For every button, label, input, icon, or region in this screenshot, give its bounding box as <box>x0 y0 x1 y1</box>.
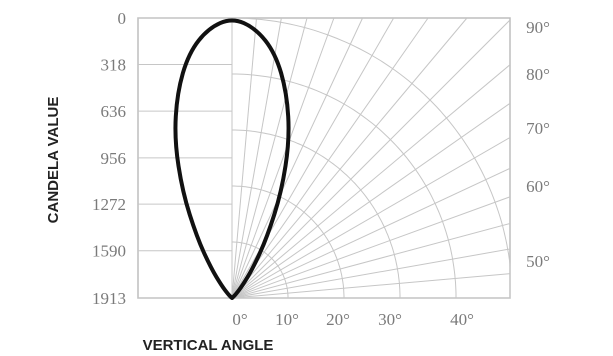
y-tick-label: 0 <box>118 9 127 28</box>
grid-layer <box>138 17 511 299</box>
angle-spoke <box>231 19 511 299</box>
x-axis-title: VERTICAL ANGLE <box>143 337 274 354</box>
right-angle-label: 80° <box>526 65 550 84</box>
bottom-angle-label: 40° <box>450 310 474 329</box>
right-angle-label: 60° <box>526 177 550 196</box>
label-layer: 0 318 636 956 1272 1590 1913 0° 10° 20° 30° 40° 90° 8… <box>92 9 550 329</box>
angle-spoke <box>231 17 335 299</box>
angle-spoke <box>231 17 429 299</box>
angle-spoke <box>231 17 282 299</box>
angle-spoke <box>231 167 511 299</box>
angle-spoke <box>231 137 511 299</box>
right-angle-label: 70° <box>526 119 550 138</box>
angle-spoke <box>231 17 364 299</box>
angle-spoke <box>231 17 308 299</box>
right-angle-label: 50° <box>526 252 550 271</box>
bottom-angle-label: 20° <box>326 310 350 329</box>
angle-spoke <box>231 64 511 299</box>
angle-spoke <box>231 223 511 299</box>
angle-spoke <box>231 17 468 299</box>
curve-layer <box>173 18 291 300</box>
angle-spoke <box>231 17 257 299</box>
angle-spoke <box>231 273 511 299</box>
y-tick-label: 636 <box>101 102 127 121</box>
bottom-angle-label: 30° <box>378 310 402 329</box>
bottom-angle-label: 0° <box>232 310 247 329</box>
angle-spoke <box>231 102 511 299</box>
y-tick-label: 956 <box>101 149 127 168</box>
angle-spoke <box>231 196 511 299</box>
angle-spoke <box>231 248 511 299</box>
candela-distribution-curve <box>173 18 291 300</box>
y-tick-label: 1913 <box>92 289 126 308</box>
right-angle-label: 90° <box>526 18 550 37</box>
y-axis-title: CANDELA VALUE <box>45 97 62 224</box>
bottom-angle-label: 10° <box>275 310 299 329</box>
y-tick-label: 1590 <box>92 242 126 261</box>
y-tick-label: 1272 <box>92 195 126 214</box>
y-tick-label: 318 <box>101 56 127 75</box>
